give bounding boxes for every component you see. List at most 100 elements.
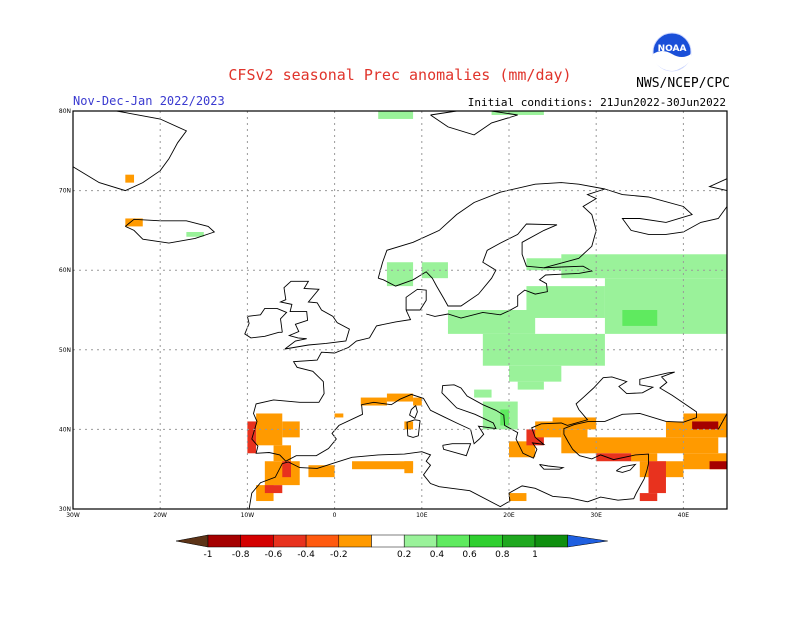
coastline <box>426 265 594 319</box>
anomaly-cell <box>404 461 414 474</box>
coastline <box>409 405 418 419</box>
lat-tick-label: 80N <box>59 108 71 115</box>
anomaly-cell <box>622 310 658 326</box>
colorbar-segment <box>338 534 372 548</box>
anomaly-cell <box>125 218 143 227</box>
colorbar-segment <box>502 534 536 548</box>
anomaly-cell <box>413 397 422 406</box>
coastline <box>248 451 588 510</box>
anomaly-cell <box>386 262 414 287</box>
anomaly-cell <box>482 333 605 366</box>
chart-title: CFSv2 seasonal Prec anomalies (mm/day) <box>228 66 572 84</box>
coastline <box>125 218 216 244</box>
noaa-logo-text: NOAA <box>658 44 687 54</box>
coastline <box>72 110 188 192</box>
colorbar-label: 0.2 <box>397 550 411 560</box>
anomaly-cell <box>247 421 257 454</box>
coastlines <box>72 110 728 510</box>
lon-tick-label: 0 <box>333 512 337 519</box>
anomaly-cell <box>186 231 204 237</box>
coastline <box>708 178 728 192</box>
colorbar-segment <box>305 534 340 548</box>
colorbar-segment <box>534 534 568 548</box>
anomaly-cell <box>526 286 605 318</box>
noaa-logo: NOAA <box>652 32 692 72</box>
anomaly-cell <box>692 421 719 430</box>
anomaly-cell <box>386 393 414 402</box>
colorbar-label: 0.4 <box>430 550 445 560</box>
anomaly-cell <box>360 397 387 406</box>
gridlines <box>73 111 727 509</box>
anomaly-cell <box>578 437 719 454</box>
lon-tick-label: 10E <box>416 512 428 519</box>
coastline <box>405 288 427 311</box>
colorbar-label: -0.8 <box>232 550 250 560</box>
anomaly-cell <box>648 461 666 494</box>
anomaly-cell <box>482 401 518 430</box>
lon-tick-label: 30E <box>590 512 602 519</box>
anomaly-cell <box>352 461 414 470</box>
anomaly-cell <box>517 381 544 390</box>
colorbar-segment <box>403 534 438 548</box>
anomaly-cell <box>631 453 658 462</box>
anomaly-cell <box>308 465 335 478</box>
colorbar-label: -0.2 <box>330 550 348 560</box>
coastline <box>377 182 606 307</box>
anomaly-cell <box>378 111 414 119</box>
coastline <box>244 307 288 339</box>
colorbar-segment <box>207 534 241 548</box>
colorbar-label: 0.6 <box>462 550 477 560</box>
coastline <box>251 309 697 503</box>
anomaly-cell <box>474 389 492 398</box>
coastline <box>279 280 350 350</box>
lat-tick-label: 40N <box>59 426 71 433</box>
colorbar-segment <box>469 534 503 548</box>
coastline <box>406 419 421 438</box>
colorbar-segment <box>273 534 307 548</box>
coastline <box>604 188 728 235</box>
lat-tick-label: 60N <box>59 267 71 274</box>
colorbar-max-arrow <box>567 534 608 548</box>
coastline <box>717 413 728 430</box>
lat-tick-label: 30N <box>59 506 71 513</box>
colorbar-segment <box>240 534 274 548</box>
colorbar-label: -0.6 <box>265 550 283 560</box>
lon-tick-label: 30W <box>66 512 80 519</box>
anomaly-cell <box>273 445 291 462</box>
anomaly-cell <box>125 174 135 183</box>
colorbar-label: 1 <box>532 550 538 560</box>
anomaly-cell <box>683 413 727 422</box>
colorbar-segment <box>371 534 405 548</box>
lon-tick-label: 10W <box>241 512 255 519</box>
colorbar-min-arrow <box>175 534 209 548</box>
lat-tick-label: 50N <box>59 347 71 354</box>
anomaly-cells <box>125 111 727 502</box>
coastline <box>442 443 472 457</box>
coastline <box>616 463 637 473</box>
anomaly-cell <box>282 461 291 478</box>
season-label: Nov-Dec-Jan 2022/2023 <box>73 94 225 108</box>
anomaly-cell <box>526 258 562 271</box>
colorbar: -1 -0.8 -0.6 -0.4 -0.2 0.2 0.4 0.6 0.8 1 <box>175 534 608 560</box>
anomaly-cell <box>709 461 727 470</box>
anomaly-cell <box>561 254 727 279</box>
coastline <box>539 463 565 470</box>
anomaly-cell <box>334 413 344 418</box>
colorbar-label: -0.4 <box>297 550 315 560</box>
initial-conditions-label: Initial conditions: 21Jun2022-30Jun2022 <box>467 96 726 109</box>
colorbar-label: -1 <box>204 550 213 560</box>
lon-tick-label: 20W <box>153 512 167 519</box>
colorbar-label: 0.8 <box>495 550 510 560</box>
anomaly-cell <box>500 409 509 426</box>
anomaly-cell <box>264 485 283 494</box>
lon-tick-label: 20E <box>503 512 515 519</box>
anomaly-cell <box>639 493 658 502</box>
anomaly-cell <box>509 493 527 502</box>
anomaly-cell <box>491 111 544 115</box>
lon-tick-label: 40E <box>678 512 690 519</box>
anomaly-cell <box>509 365 562 382</box>
map-frame <box>72 110 728 510</box>
lat-tick-label: 70N <box>59 188 71 195</box>
agency-label: NWS/NCEP/CPC <box>636 76 730 91</box>
